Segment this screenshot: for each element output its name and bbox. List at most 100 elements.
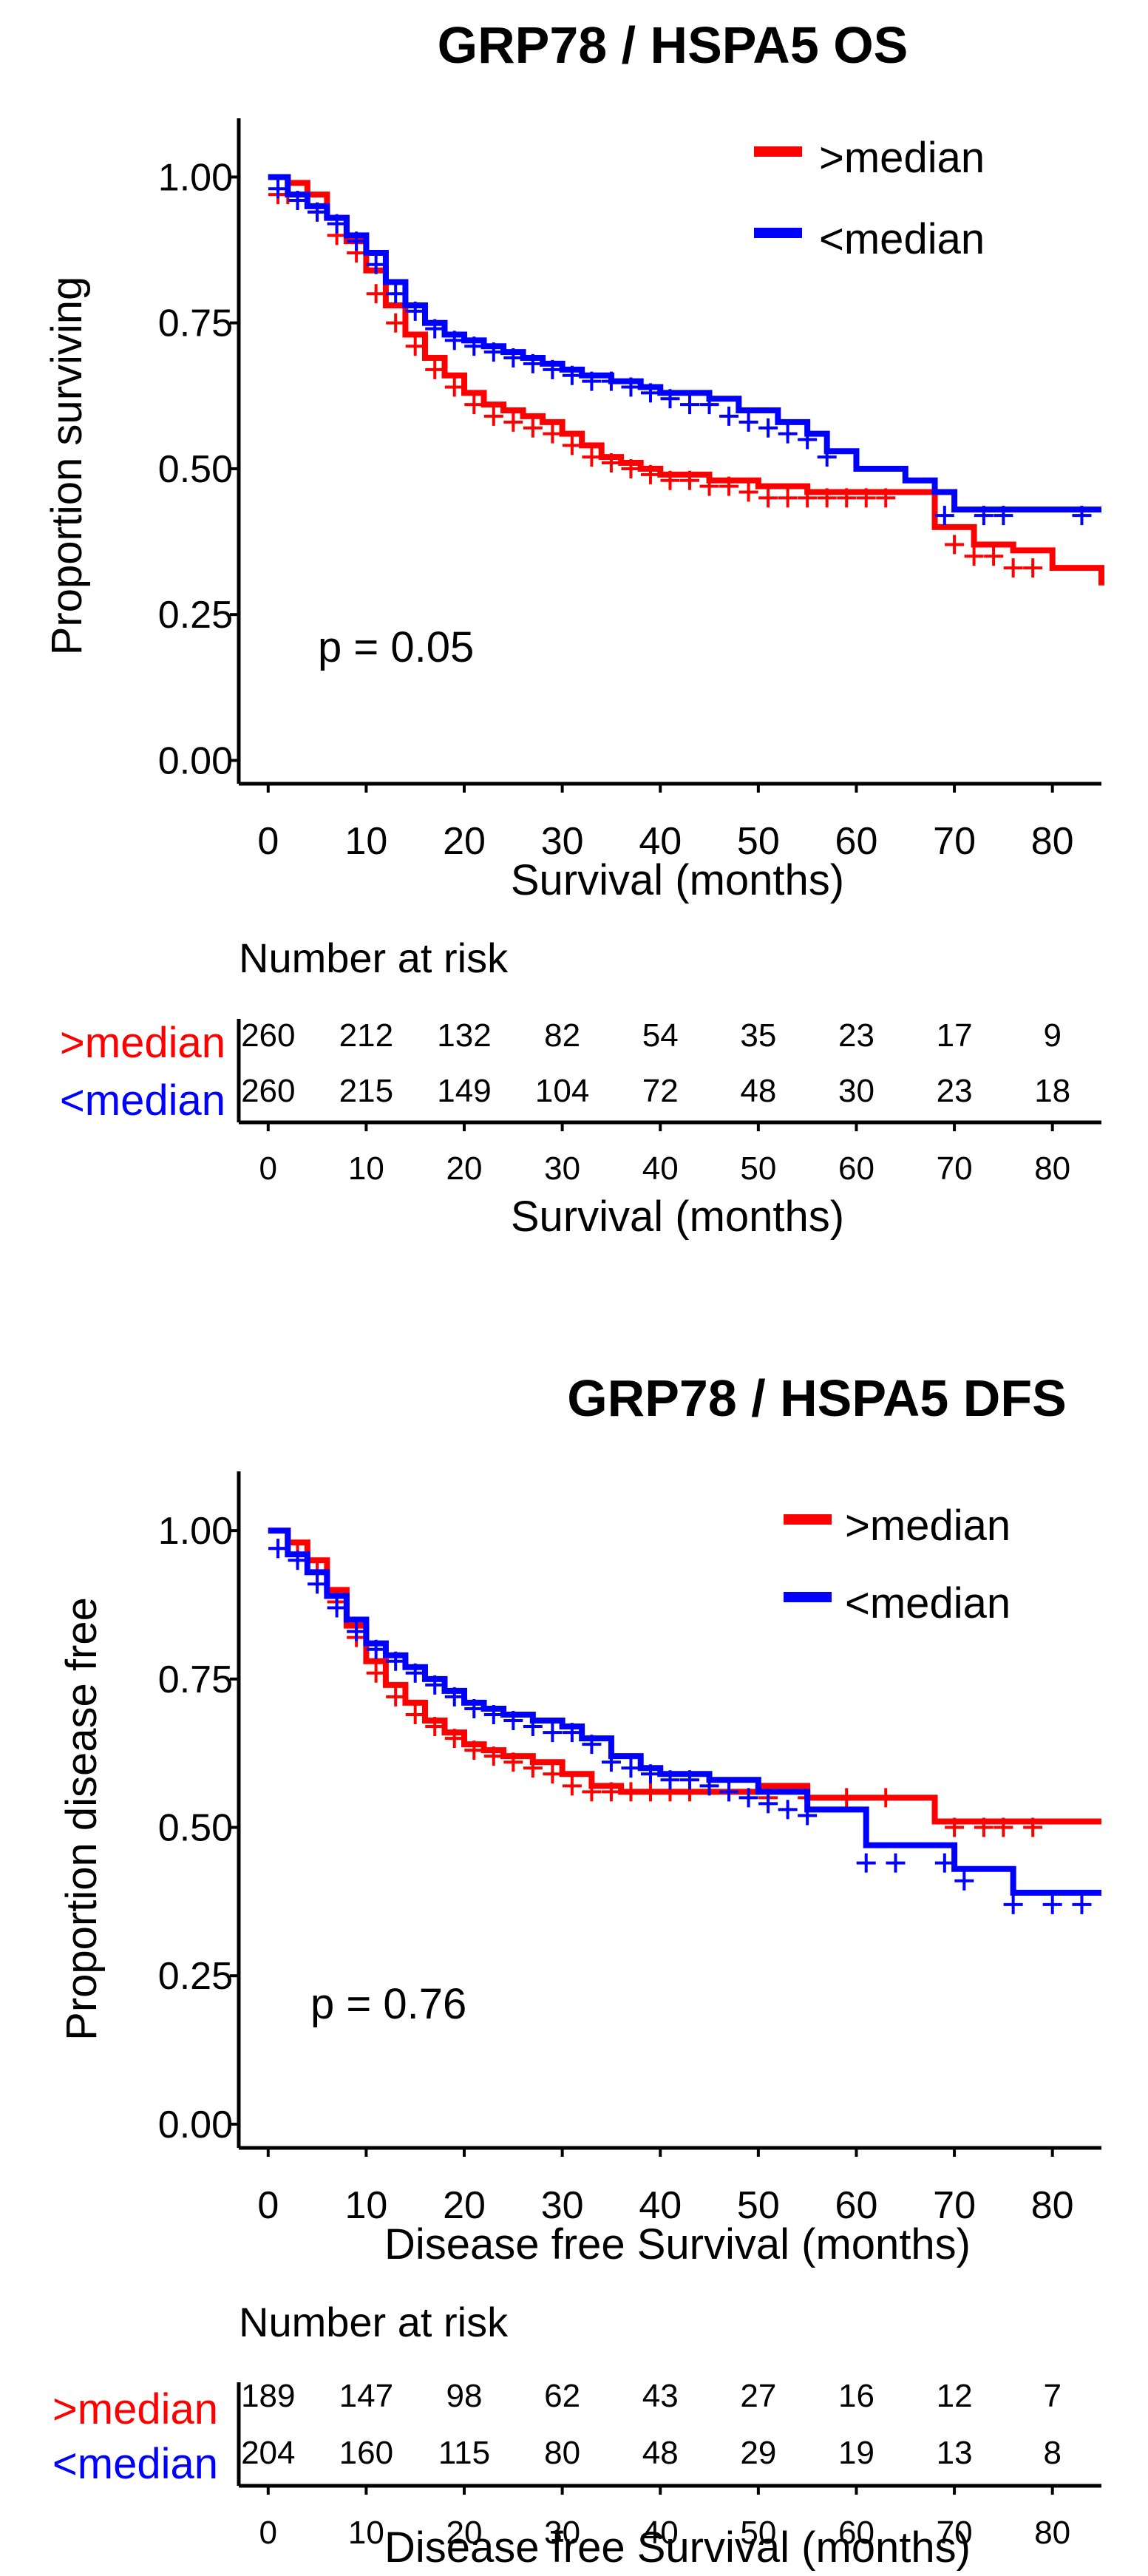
risk-x-tick-label: 10 [348, 2515, 384, 2551]
censor-mark [640, 1782, 660, 1802]
risk-x-tick-label: 70 [937, 2515, 973, 2551]
censor-mark [523, 418, 543, 438]
censor-mark [994, 506, 1013, 526]
censor-mark [444, 1687, 464, 1706]
censor-mark [327, 1598, 347, 1618]
y-tick-label: 0.25 [158, 1955, 233, 1998]
censor-mark [699, 476, 719, 496]
risk-x-tick-label: 40 [642, 2515, 679, 2551]
censor-mark [984, 546, 1004, 566]
censor-mark [386, 313, 406, 333]
censor-mark [680, 470, 700, 490]
censor-mark [778, 488, 798, 508]
risk-count: 54 [642, 1017, 679, 1054]
y-tick-label: 0.50 [158, 448, 233, 491]
censor-mark [1003, 1894, 1023, 1914]
y-tick-label: 0.75 [158, 302, 233, 345]
x-tick-label: 30 [541, 820, 584, 863]
risk-x-tick-label: 60 [838, 2515, 874, 2551]
censor-mark [1042, 1894, 1062, 1914]
risk-count: 104 [535, 1073, 589, 1109]
censor-mark [444, 1729, 464, 1749]
censor-mark [798, 430, 818, 450]
censor-mark [856, 1853, 876, 1873]
risk-x-axis-label: Disease free Survival (months) [384, 2524, 971, 2572]
censor-mark [543, 1723, 563, 1743]
risk-row-label: <median [52, 2440, 218, 2488]
y-tick-label: 0.00 [158, 739, 233, 782]
censor-mark [886, 1853, 906, 1873]
km-curve-above-median [268, 1528, 1101, 1825]
censor-mark [934, 1853, 954, 1873]
censor-mark [464, 1698, 484, 1718]
censor-mark [640, 1764, 660, 1784]
risk-table-title: Number at risk [239, 2299, 509, 2345]
risk-count: 115 [438, 2435, 490, 2471]
censor-mark [523, 353, 543, 373]
risk-count: 30 [838, 1073, 874, 1109]
censor-mark [347, 231, 367, 251]
censor-mark [601, 1782, 621, 1802]
censor-mark [288, 191, 308, 211]
risk-count: 16 [838, 2378, 874, 2414]
censor-mark [778, 1800, 798, 1820]
censor-mark [758, 1794, 778, 1814]
censor-mark [837, 1788, 857, 1808]
censor-mark [1003, 558, 1023, 578]
x-tick-label: 80 [1031, 2184, 1074, 2227]
risk-count: 80 [544, 2435, 580, 2471]
risk-count: 17 [937, 1017, 973, 1054]
risk-count: 204 [241, 2435, 295, 2471]
risk-count: 62 [544, 2378, 580, 2414]
risk-x-tick-label: 80 [1034, 2515, 1070, 2551]
censor-mark [719, 406, 739, 426]
risk-count: 18 [1034, 1073, 1070, 1109]
risk-x-tick-label: 60 [838, 1150, 874, 1187]
censor-mark [562, 365, 582, 385]
censor-mark [582, 371, 602, 391]
risk-count: 12 [937, 2378, 973, 2414]
y-tick-label: 0.50 [158, 1807, 233, 1850]
censor-mark [945, 535, 965, 555]
x-tick-label: 10 [344, 820, 387, 863]
censor-mark [621, 377, 641, 397]
censor-mark [798, 1806, 818, 1826]
risk-count: 8 [1043, 2435, 1061, 2471]
censor-mark [660, 470, 680, 490]
risk-row-label: >median [52, 2385, 218, 2433]
x-tick-label: 30 [541, 2184, 584, 2227]
x-tick-label: 70 [933, 820, 976, 863]
censor-mark [386, 284, 406, 304]
censor-mark [876, 488, 896, 508]
risk-count: 149 [437, 1073, 491, 1109]
censor-mark [758, 418, 778, 438]
p-value: p = 0.76 [310, 1980, 466, 2028]
x-tick-label: 60 [835, 820, 878, 863]
risk-count: 212 [339, 1017, 393, 1054]
censor-mark [974, 506, 994, 526]
y-tick-label: 0.25 [158, 594, 233, 637]
risk-count: 98 [446, 2378, 483, 2414]
censor-mark [1023, 558, 1043, 578]
risk-count: 23 [937, 1073, 973, 1109]
risk-count: 48 [740, 1073, 776, 1109]
censor-mark [699, 395, 719, 415]
risk-count: 29 [740, 2435, 776, 2471]
censor-mark [386, 1687, 406, 1706]
x-tick-label: 40 [639, 2184, 682, 2227]
x-tick-label: 10 [344, 2184, 387, 2227]
censor-mark [366, 1639, 386, 1659]
censor-mark [817, 447, 837, 467]
censor-mark [601, 1752, 621, 1772]
risk-count: 35 [740, 1017, 776, 1054]
censor-mark [934, 506, 954, 526]
x-axis-label: Disease free Survival (months) [384, 2220, 971, 2268]
x-tick-label: 80 [1031, 820, 1074, 863]
censor-mark [562, 1723, 582, 1743]
censor-mark [954, 1871, 974, 1891]
censor-mark [308, 202, 327, 222]
censor-mark [464, 1741, 484, 1760]
censor-mark [945, 1817, 965, 1837]
x-tick-label: 60 [835, 2184, 878, 2227]
